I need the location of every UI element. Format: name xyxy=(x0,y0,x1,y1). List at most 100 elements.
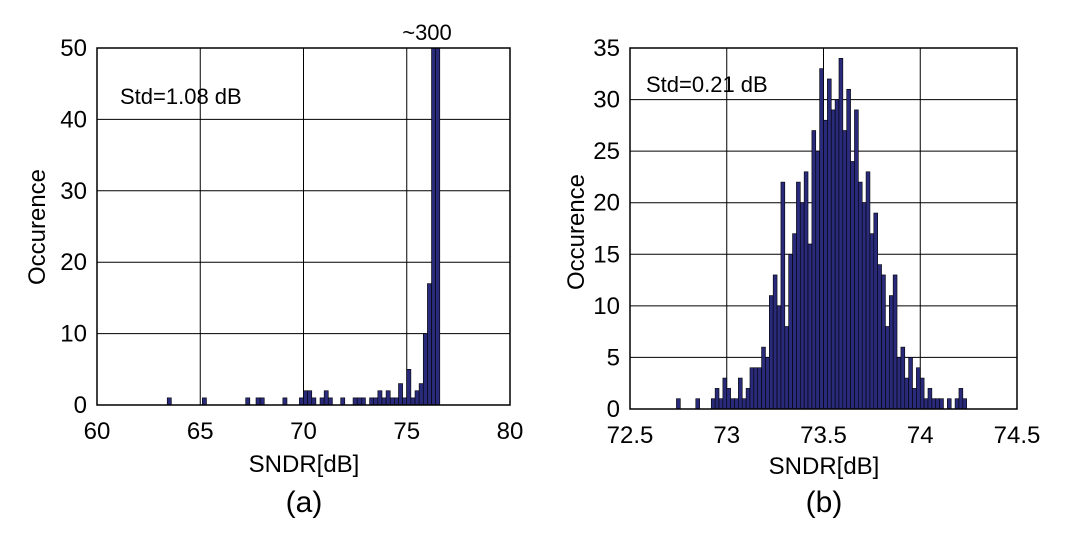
histogram-bar xyxy=(919,377,925,410)
y-tick-label-a: 20 xyxy=(60,249,87,276)
histogram-bar xyxy=(695,398,700,410)
y-tick-label-a: 30 xyxy=(60,178,87,205)
histogram-bar xyxy=(796,181,801,410)
histogram-bar xyxy=(753,367,759,410)
histogram-bar xyxy=(962,398,967,410)
x-tick-label-b: 72.5 xyxy=(607,422,654,449)
histogram-bar xyxy=(718,398,724,410)
histogram-bar xyxy=(323,390,329,406)
plot-frame-b xyxy=(629,47,1018,410)
histogram-bar xyxy=(947,398,952,410)
x-ticks-a: 60 65 70 75 80 xyxy=(84,418,524,445)
histogram-bar xyxy=(916,367,921,410)
histogram-bar xyxy=(935,398,940,410)
histogram-bar xyxy=(282,397,288,406)
histogram-bar xyxy=(784,326,789,410)
y-tick-label-a: 0 xyxy=(74,392,87,419)
histogram-bar xyxy=(877,264,882,410)
histogram-bar xyxy=(769,295,774,410)
histogram-bar xyxy=(927,388,933,410)
histogram-bar xyxy=(319,397,325,406)
x-tick-label-a: 65 xyxy=(187,418,214,445)
x-tick-label-a: 70 xyxy=(290,418,317,445)
x-tick-label-b: 73 xyxy=(713,422,740,449)
histogram-bar xyxy=(389,397,395,406)
histogram-bar xyxy=(923,398,929,410)
panel-label-b: (b) xyxy=(806,486,843,519)
histogram-bar xyxy=(299,397,304,406)
y-tick-label-b: 35 xyxy=(593,35,620,62)
histogram-bar xyxy=(765,357,770,410)
y-tick-label-a: 50 xyxy=(60,35,87,62)
histogram-bar xyxy=(896,357,902,410)
histogram-bar xyxy=(834,99,840,410)
histogram-bar xyxy=(377,390,383,406)
histogram-bar xyxy=(710,398,716,410)
y-axis-label-b: Occurence xyxy=(563,174,590,290)
histogram-bar xyxy=(803,171,809,410)
y-tick-label-b: 15 xyxy=(593,241,620,268)
y-ticks-a: 0 10 20 30 40 50 xyxy=(60,35,87,419)
histogram-bar xyxy=(908,357,913,410)
histogram-bar xyxy=(255,397,261,406)
x-ticks-b: 72.5 73 73.5 74 74.5 xyxy=(607,422,1041,449)
y-axis-label-a: Occurence xyxy=(24,169,51,285)
histogram-bar xyxy=(776,305,782,410)
histogram-bar xyxy=(311,397,317,406)
histogram-bar xyxy=(811,130,817,410)
histogram-bar xyxy=(427,283,432,406)
histogram-bar xyxy=(869,233,875,410)
histogram-bar xyxy=(410,397,416,406)
histogram-bar xyxy=(900,346,906,410)
histogram-bar xyxy=(761,346,766,410)
histogram-bar xyxy=(369,397,375,406)
histogram-bar xyxy=(858,181,863,410)
x-axis-label-b: SNDR[dB] xyxy=(769,453,880,480)
overflow-annotation-a: ~300 xyxy=(402,20,452,45)
histogram-bar xyxy=(381,397,387,406)
y-tick-label-b: 20 xyxy=(593,190,620,217)
histogram-bar xyxy=(823,119,828,410)
histogram-bar xyxy=(726,388,731,410)
histogram-bar xyxy=(398,383,403,406)
histogram-bar xyxy=(307,390,313,406)
histogram-bar xyxy=(904,377,909,410)
histogram-bar xyxy=(892,274,898,410)
histogram-bar xyxy=(838,58,844,410)
histogram-bar xyxy=(730,398,735,410)
histogram-bar xyxy=(749,367,755,410)
histogram-bar xyxy=(431,47,436,406)
histogram-bar xyxy=(931,398,937,410)
histogram-bar xyxy=(954,398,960,410)
histogram-bar xyxy=(827,78,832,410)
bars-b xyxy=(676,58,967,410)
histogram-bar xyxy=(819,68,824,410)
x-tick-label-a: 80 xyxy=(497,418,524,445)
histogram-bar xyxy=(734,398,739,410)
histogram-bar xyxy=(402,397,408,406)
histogram-bar xyxy=(676,398,681,410)
histogram-bar xyxy=(373,397,379,406)
histogram-bar xyxy=(406,368,412,406)
histogram-bar xyxy=(414,390,420,406)
histogram-bar xyxy=(327,397,333,406)
x-axis-label-a: SNDR[dB] xyxy=(249,451,360,478)
x-tick-label-b: 73.5 xyxy=(800,422,847,449)
histogram-bar xyxy=(394,397,399,406)
histogram-bar xyxy=(259,397,265,406)
histogram-bar xyxy=(418,383,424,406)
y-tick-label-b: 0 xyxy=(607,396,620,423)
histogram-bar xyxy=(799,202,805,410)
histogram-bar xyxy=(738,377,743,410)
histogram-bar xyxy=(245,397,251,406)
histogram-bar xyxy=(854,109,859,410)
histogram-bar xyxy=(939,398,944,410)
histogram-bar xyxy=(792,233,797,410)
x-tick-label-b: 74.5 xyxy=(994,422,1041,449)
histogram-bar xyxy=(303,390,308,406)
histogram-bar xyxy=(422,333,428,406)
y-tick-label-a: 40 xyxy=(60,106,87,133)
x-tick-label-b: 74 xyxy=(907,422,934,449)
histogram-bar xyxy=(772,274,778,410)
